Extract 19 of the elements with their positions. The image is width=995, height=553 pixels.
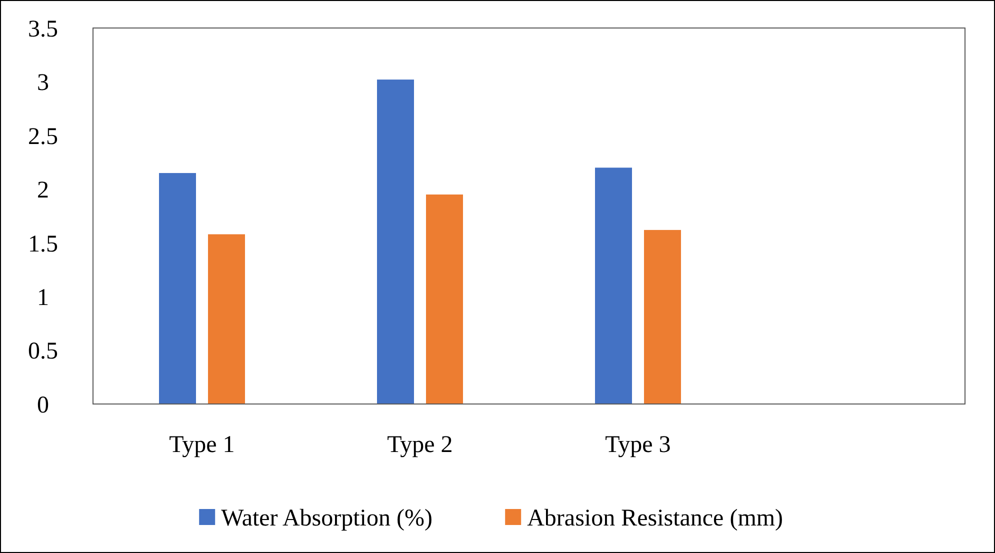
x-tick-label: Type 2 [387, 432, 453, 458]
bar [644, 230, 681, 404]
bar [426, 194, 463, 404]
y-tick-label: 3.5 [28, 16, 58, 42]
legend-label: Abrasion Resistance (mm) [527, 505, 784, 532]
x-tick-label: Type 3 [605, 432, 671, 458]
legend-label: Water Absorption (%) [221, 505, 432, 532]
bar [208, 234, 245, 404]
y-tick-label: 0.5 [28, 338, 58, 365]
y-tick-label: 2.5 [28, 124, 58, 150]
y-tick-label: 0 [37, 392, 49, 418]
y-tick-label: 1.5 [28, 231, 58, 258]
y-tick-label: 2 [37, 178, 49, 204]
bar [159, 173, 196, 404]
bar [595, 168, 632, 404]
y-tick-label: 3 [37, 70, 49, 96]
y-tick-label: 1 [37, 284, 49, 311]
bar [377, 80, 414, 404]
x-tick-label: Type 1 [169, 432, 235, 458]
